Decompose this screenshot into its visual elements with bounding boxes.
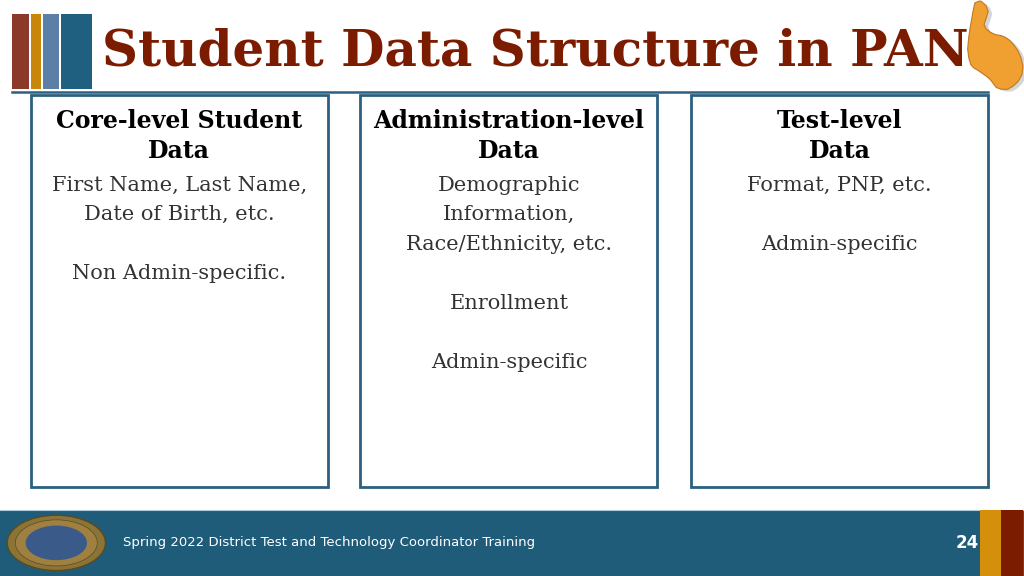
Circle shape xyxy=(7,515,105,570)
Circle shape xyxy=(26,525,87,560)
Bar xyxy=(980,510,1001,576)
FancyBboxPatch shape xyxy=(691,95,988,487)
Text: Spring 2022 District Test and Technology Coordinator Training: Spring 2022 District Test and Technology… xyxy=(123,536,535,550)
Bar xyxy=(31,14,41,89)
Text: Core-level Student
Data: Core-level Student Data xyxy=(56,109,302,163)
Text: Test-level
Data: Test-level Data xyxy=(777,109,902,163)
Text: Administration-level
Data: Administration-level Data xyxy=(374,109,644,163)
Text: First Name, Last Name,
Date of Birth, etc.

Non Admin-specific.: First Name, Last Name, Date of Birth, et… xyxy=(51,176,307,283)
Bar xyxy=(43,14,59,89)
Bar xyxy=(61,14,92,89)
Text: Student Data Structure in PAN: Student Data Structure in PAN xyxy=(102,27,969,77)
Polygon shape xyxy=(968,1,1023,89)
FancyBboxPatch shape xyxy=(360,95,657,487)
FancyBboxPatch shape xyxy=(31,95,328,487)
Bar xyxy=(0,510,1024,576)
Circle shape xyxy=(15,520,97,566)
Bar xyxy=(12,14,29,89)
Bar xyxy=(1001,510,1023,576)
Text: Format, PNP, etc.

Admin-specific: Format, PNP, etc. Admin-specific xyxy=(748,176,932,253)
Polygon shape xyxy=(972,3,1024,92)
Text: Demographic
Information,
Race/Ethnicity, etc.

Enrollment

Admin-specific: Demographic Information, Race/Ethnicity,… xyxy=(406,176,612,372)
Text: 24: 24 xyxy=(956,534,979,552)
